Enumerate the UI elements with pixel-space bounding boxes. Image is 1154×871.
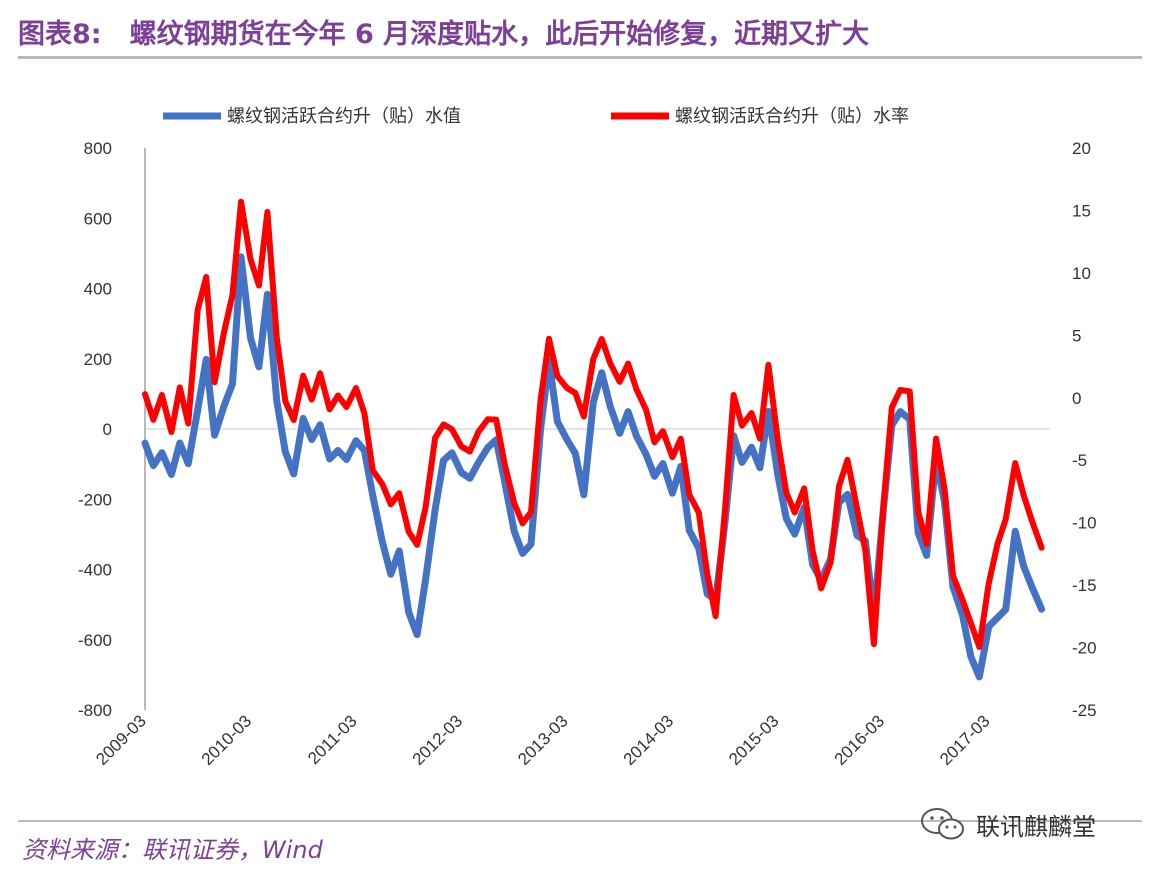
figure-title-text: 螺纹钢期货在今年 6 月深度贴水，此后开始修复，近期又扩大: [129, 19, 870, 50]
y-left-tick-label: 200: [84, 350, 112, 369]
figure-title: 图表8: 螺纹钢期货在今年 6 月深度贴水，此后开始修复，近期又扩大: [18, 12, 869, 51]
y-right-tick-label: 0: [1072, 389, 1081, 408]
y-right-tick-label: 15: [1072, 201, 1091, 220]
x-tick-label: 2015-03: [725, 711, 783, 769]
watermark-text: 联讯麒麟堂: [976, 812, 1096, 841]
x-tick-label: 2011-03: [304, 711, 361, 768]
y-right-tick-label: -25: [1072, 701, 1097, 720]
y-left-tick-label: 0: [103, 420, 112, 439]
series-line-value: [141, 253, 1046, 681]
x-tick-label: 2012-03: [409, 711, 467, 769]
y-left-tick-label: -200: [78, 490, 112, 509]
figure-number: 图表8:: [18, 19, 102, 50]
y-right-tick-label: -5: [1072, 451, 1087, 470]
y-left-tick-label: 600: [84, 209, 112, 228]
y-left-tick-label: 800: [84, 139, 112, 158]
legend-label-rate: 螺纹钢活跃合约升（贴）水率: [675, 106, 909, 127]
y-right-tick-label: 5: [1072, 326, 1081, 345]
y-right-tick-label: -15: [1072, 576, 1097, 595]
y-left-tick-label: 400: [84, 280, 112, 299]
x-tick-label: 2014-03: [620, 711, 678, 769]
x-tick-label: 2010-03: [198, 711, 256, 769]
y-left-tick-label: -600: [78, 631, 112, 650]
x-tick-label: 2009-03: [92, 711, 150, 769]
x-tick-label: 2017-03: [936, 711, 994, 769]
legend-label-value: 螺纹钢活跃合约升（贴）水值: [227, 106, 461, 127]
bottom-divider: [18, 820, 1142, 822]
series-line-rate: [142, 198, 1045, 650]
wechat-icon: [921, 808, 964, 840]
source-note: 资料来源：联讯证券，Wind: [22, 836, 323, 864]
y-right-tick-label: 20: [1072, 139, 1091, 158]
top-divider: [18, 56, 1142, 59]
y-right-tick-label: 10: [1072, 264, 1091, 283]
y-right-tick-label: -10: [1072, 514, 1097, 533]
y-left-tick-label: -800: [78, 701, 112, 720]
y-right-tick-label: -20: [1072, 639, 1097, 658]
y-left-tick-label: -400: [78, 561, 112, 580]
x-tick-label: 2013-03: [514, 711, 572, 769]
watermark: 联讯麒麟堂: [918, 804, 1096, 844]
x-tick-label: 2016-03: [831, 711, 889, 769]
